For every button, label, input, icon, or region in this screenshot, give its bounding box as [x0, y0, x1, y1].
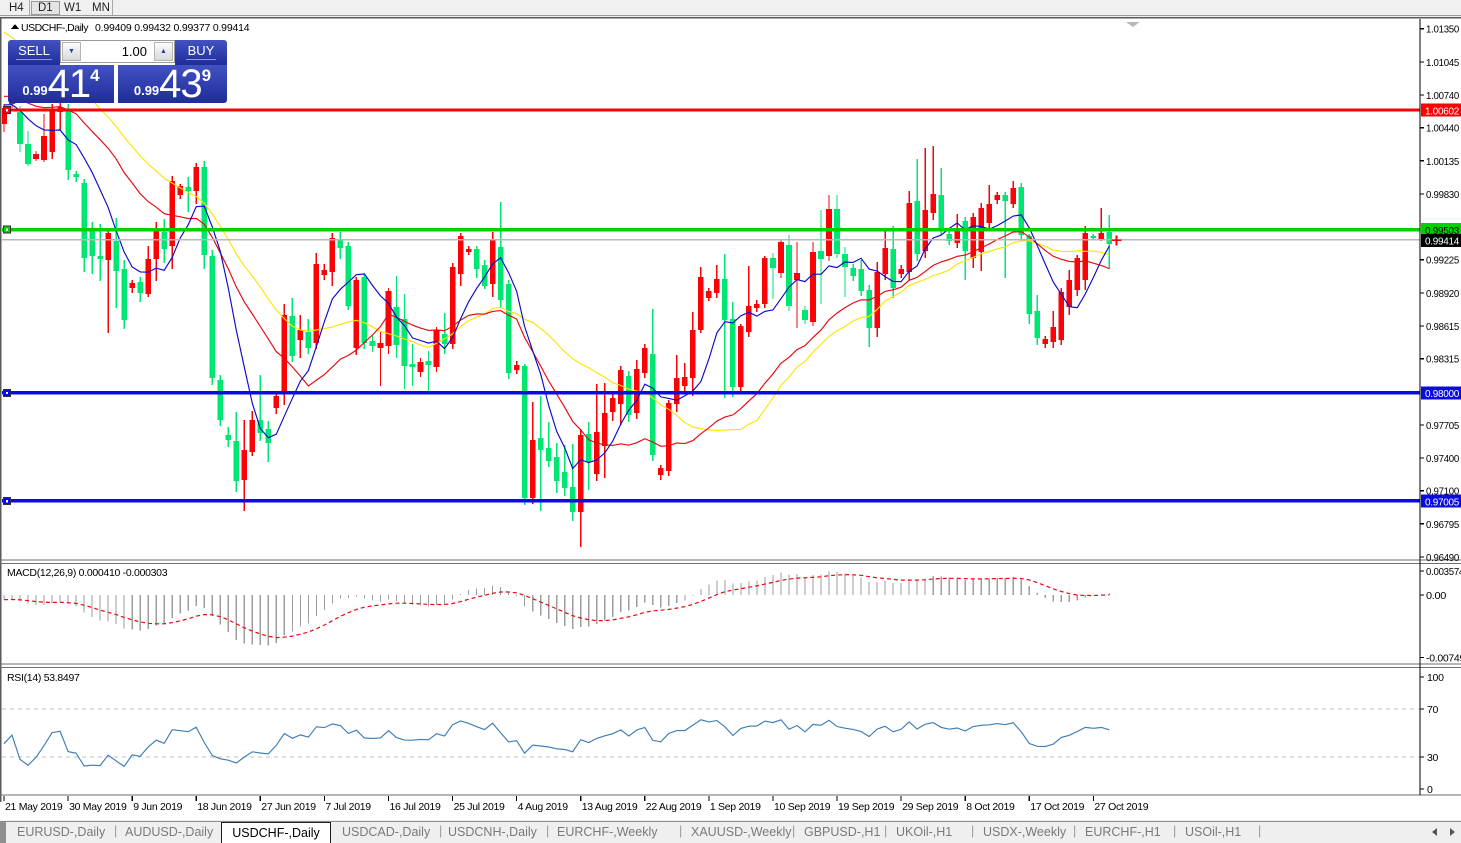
svg-text:RSI(14) 53.8497: RSI(14) 53.8497 — [7, 672, 80, 684]
svg-text:0.00: 0.00 — [1426, 590, 1446, 602]
svg-text:1.01045: 1.01045 — [1426, 57, 1459, 69]
svg-text:0.003574: 0.003574 — [1426, 566, 1461, 578]
svg-text:19 Sep 2019: 19 Sep 2019 — [838, 801, 895, 813]
svg-text:0.98615: 0.98615 — [1426, 321, 1459, 333]
svg-text:0.96795: 0.96795 — [1426, 519, 1459, 531]
svg-text:0.97005: 0.97005 — [1425, 496, 1459, 508]
svg-text:8 Oct 2019: 8 Oct 2019 — [966, 801, 1015, 813]
svg-text:0.98000: 0.98000 — [1425, 388, 1459, 400]
svg-text:0.97400: 0.97400 — [1426, 453, 1459, 465]
svg-text:100: 100 — [1427, 672, 1444, 684]
svg-text:1.01350: 1.01350 — [1426, 24, 1459, 36]
svg-text:22 Aug 2019: 22 Aug 2019 — [646, 801, 702, 813]
svg-text:0.97705: 0.97705 — [1426, 420, 1459, 432]
svg-text:29 Sep 2019: 29 Sep 2019 — [902, 801, 959, 813]
svg-text:27 Jun 2019: 27 Jun 2019 — [261, 801, 316, 813]
svg-text:0.98920: 0.98920 — [1426, 288, 1459, 300]
svg-text:0.98315: 0.98315 — [1426, 354, 1459, 366]
svg-text:70: 70 — [1427, 704, 1439, 716]
svg-text:9 Jun 2019: 9 Jun 2019 — [133, 801, 182, 813]
svg-text:21 May 2019: 21 May 2019 — [5, 801, 63, 813]
svg-text:30 May 2019: 30 May 2019 — [69, 801, 127, 813]
svg-text:0.99414: 0.99414 — [1425, 236, 1459, 248]
svg-text:0: 0 — [1427, 784, 1433, 796]
svg-text:0.96490: 0.96490 — [1426, 552, 1459, 564]
svg-text:1.00602: 1.00602 — [1425, 105, 1459, 117]
svg-text:1.00740: 1.00740 — [1426, 90, 1459, 102]
svg-text:16 Jul 2019: 16 Jul 2019 — [390, 801, 441, 813]
svg-text:0.99225: 0.99225 — [1426, 255, 1459, 267]
svg-text:7 Jul 2019: 7 Jul 2019 — [325, 801, 371, 813]
svg-text:USDCHF-,Daily: USDCHF-,Daily — [21, 22, 89, 34]
svg-text:10 Sep 2019: 10 Sep 2019 — [774, 801, 831, 813]
svg-text:0.99830: 0.99830 — [1426, 189, 1459, 201]
svg-text:4 Aug 2019: 4 Aug 2019 — [518, 801, 569, 813]
svg-text:1 Sep 2019: 1 Sep 2019 — [710, 801, 761, 813]
svg-text:MACD(12,26,9) 0.000410 -0.0003: MACD(12,26,9) 0.000410 -0.000303 — [7, 567, 168, 579]
svg-text:25 Jul 2019: 25 Jul 2019 — [454, 801, 505, 813]
svg-text:-0.00749: -0.00749 — [1426, 653, 1461, 665]
svg-text:27 Oct 2019: 27 Oct 2019 — [1094, 801, 1148, 813]
svg-text:13 Aug 2019: 13 Aug 2019 — [582, 801, 638, 813]
svg-text:18 Jun 2019: 18 Jun 2019 — [197, 801, 252, 813]
svg-text:17 Oct 2019: 17 Oct 2019 — [1030, 801, 1084, 813]
svg-text:1.00135: 1.00135 — [1426, 156, 1459, 168]
svg-text:0.99409 0.99432 0.99377 0.9941: 0.99409 0.99432 0.99377 0.99414 — [95, 22, 250, 34]
svg-text:1.00440: 1.00440 — [1426, 123, 1459, 135]
svg-text:30: 30 — [1427, 752, 1439, 764]
